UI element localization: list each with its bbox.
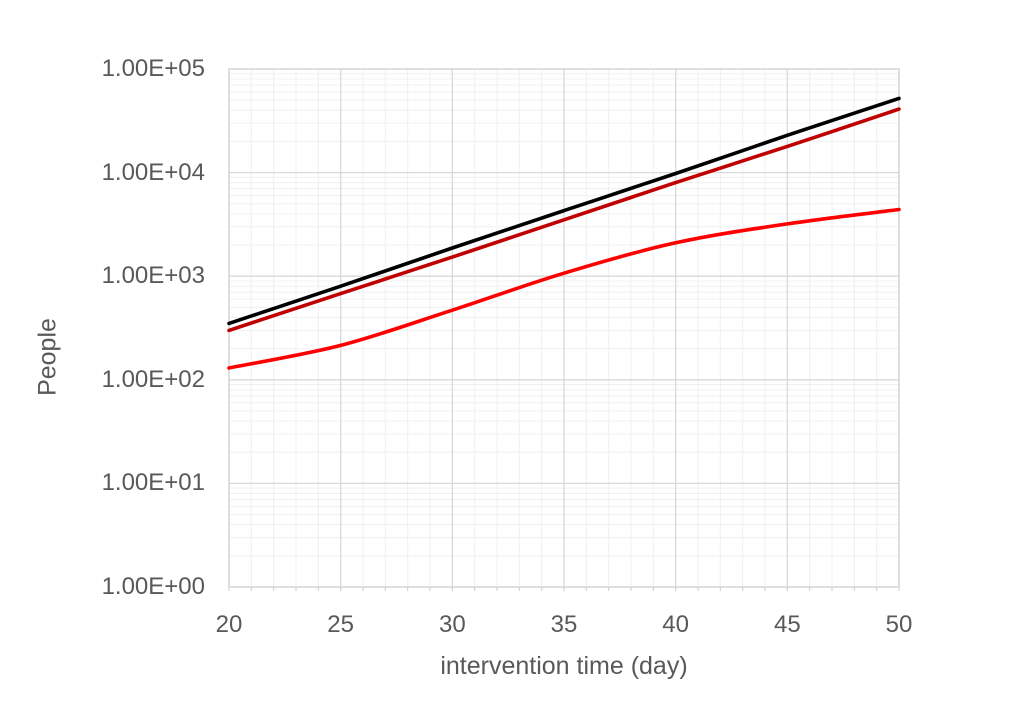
x-tick-label: 35 [550,611,578,638]
y-tick-label: 1.00E+02 [101,365,205,393]
x-tick-label: 30 [438,611,466,638]
y-tick-label: 1.00E+04 [101,158,205,186]
series-dark-red-line [227,107,901,333]
x-tick-label: 25 [327,611,354,638]
y-axis-title: People [33,318,62,396]
y-tick-label: 1.00E+03 [101,262,205,290]
series-red-line [227,207,901,370]
x-tick-label: 20 [215,611,243,638]
y-tick-label: 1.00E+00 [101,573,205,600]
series-black-line [227,96,901,326]
y-tick-label: 1.00E+05 [101,55,205,82]
x-tick-label: 40 [662,611,689,638]
x-tick-label: 50 [885,611,913,638]
x-tick-label: 45 [773,611,801,638]
x-axis-title: intervention time (day) [440,652,688,680]
y-tick-label: 1.00E+01 [101,469,205,497]
